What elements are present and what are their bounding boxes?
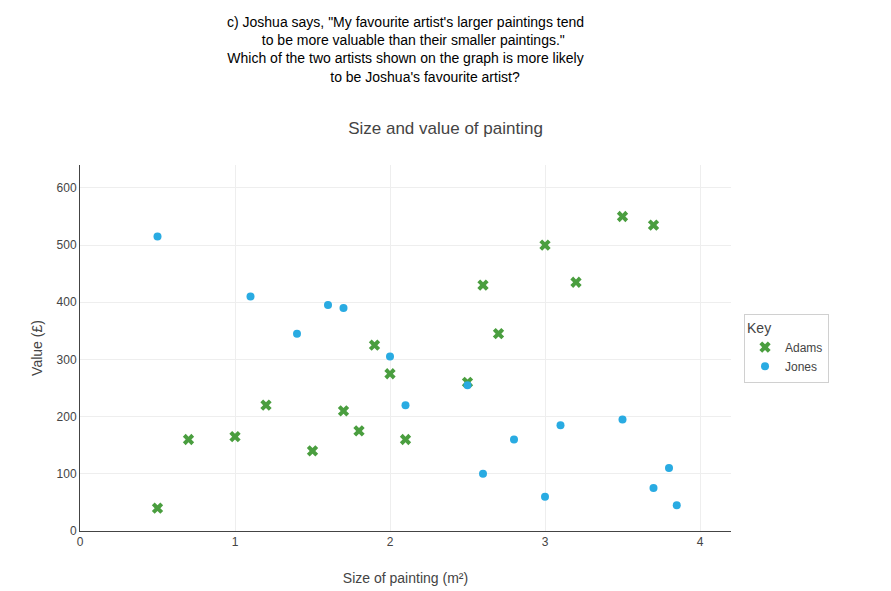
svg-text:4: 4 xyxy=(697,535,704,549)
svg-text:400: 400 xyxy=(57,295,77,309)
svg-text:Size and value of painting: Size and value of painting xyxy=(348,119,543,138)
svg-text:500: 500 xyxy=(57,238,77,252)
svg-text:Key: Key xyxy=(747,320,771,336)
svg-text:100: 100 xyxy=(57,467,77,481)
svg-text:200: 200 xyxy=(57,410,77,424)
svg-text:Jones: Jones xyxy=(785,360,817,374)
svg-text:300: 300 xyxy=(57,353,77,367)
svg-text:Size of painting (m²): Size of painting (m²) xyxy=(343,570,468,586)
svg-text:2: 2 xyxy=(387,535,394,549)
svg-text:Value (£): Value (£) xyxy=(29,320,45,376)
svg-text:c) Joshua says, "My favourite: c) Joshua says, "My favourite artist's l… xyxy=(227,14,584,85)
svg-text:Adams: Adams xyxy=(785,341,822,355)
svg-text:3: 3 xyxy=(542,535,549,549)
svg-text:0: 0 xyxy=(70,524,77,538)
svg-text:600: 600 xyxy=(57,181,77,195)
svg-text:1: 1 xyxy=(232,535,239,549)
svg-text:0: 0 xyxy=(77,535,84,549)
